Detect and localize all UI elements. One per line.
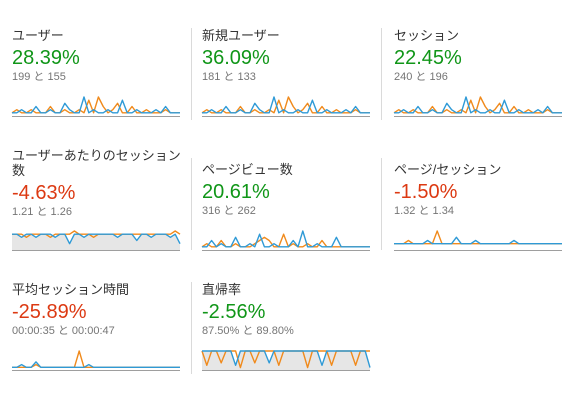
sparkline-series-current — [394, 236, 562, 245]
metric-card-pages-per-session[interactable]: ページ/セッション -1.50% 1.32 と 1.34 — [394, 162, 569, 251]
metric-label: セッション — [394, 28, 460, 43]
column-divider — [381, 158, 382, 250]
metric-card-bounce-rate[interactable]: 直帰率 -2.56% 87.50% と 89.80% — [201, 282, 377, 371]
metric-change: 22.45% — [394, 47, 462, 69]
metric-label: ページビュー数 — [202, 162, 293, 177]
column-divider — [381, 28, 382, 120]
column-divider — [191, 158, 192, 250]
sparkline-series-current — [394, 96, 562, 114]
metric-change: 20.61% — [202, 181, 270, 203]
metric-label: 新規ユーザー — [202, 28, 280, 43]
sparkline-chart — [393, 96, 562, 117]
metric-change: 36.09% — [202, 47, 270, 69]
metric-compare: 1.32 と 1.34 — [394, 205, 454, 217]
sparkline-series-current — [12, 96, 180, 114]
metric-compare: 87.50% と 89.80% — [202, 325, 294, 337]
metric-card-sessions-per-user[interactable]: ユーザーあたりのセッション数 -4.63% 1.21 と 1.26 — [12, 148, 190, 251]
metric-change: 28.39% — [12, 47, 80, 69]
sparkline-series-current — [202, 230, 370, 248]
metric-label: 平均セッション時間 — [12, 282, 130, 297]
sparkline-chart — [201, 96, 370, 117]
metric-compare: 199 と 155 — [12, 71, 66, 83]
metric-card-new-users[interactable]: 新規ユーザー 36.09% 181 と 133 — [201, 28, 377, 117]
metric-card-sessions[interactable]: セッション 22.45% 240 と 196 — [393, 28, 569, 117]
sparkline-series-current — [202, 350, 371, 368]
metric-change: -25.89% — [12, 301, 87, 323]
metric-compare: 1.21 と 1.26 — [12, 206, 72, 218]
sparkline-series-current — [12, 361, 180, 368]
sparkline-series-previous — [201, 233, 370, 248]
sparkline-area — [202, 351, 370, 370]
sparkline-chart — [11, 96, 180, 117]
metric-card-avg-session-duration[interactable]: 平均セッション時間 -25.89% 00:00:35 と 00:00:47 — [12, 282, 187, 371]
sparkline-chart — [201, 230, 370, 251]
column-divider — [191, 282, 192, 374]
column-divider — [191, 28, 192, 120]
metric-change: -4.63% — [12, 182, 76, 204]
metric-card-pageviews[interactable]: ページビュー数 20.61% 316 と 262 — [201, 162, 377, 251]
sparkline-series-current — [12, 233, 181, 245]
metric-card-users[interactable]: ユーザー 28.39% 199 と 155 — [11, 28, 187, 117]
metric-label: ページ/セッション — [394, 162, 502, 177]
metric-compare: 181 と 133 — [202, 71, 256, 83]
sparkline-series-previous — [12, 350, 180, 368]
metric-compare: 316 と 262 — [202, 205, 256, 217]
sparkline-chart — [201, 350, 371, 371]
sparkline-area — [12, 234, 180, 250]
sparkline-series-current — [202, 96, 370, 114]
metric-label: ユーザーあたりのセッション数 — [12, 148, 181, 178]
metric-change: -1.50% — [394, 181, 458, 203]
metric-compare: 00:00:35 と 00:00:47 — [12, 325, 115, 337]
sparkline-chart — [394, 230, 562, 251]
metric-label: 直帰率 — [202, 282, 242, 297]
metric-change: -2.56% — [202, 301, 266, 323]
metric-label: ユーザー — [12, 28, 64, 43]
sparkline-chart — [12, 350, 180, 371]
sparkline-chart — [12, 230, 181, 251]
metric-compare: 240 と 196 — [394, 71, 448, 83]
